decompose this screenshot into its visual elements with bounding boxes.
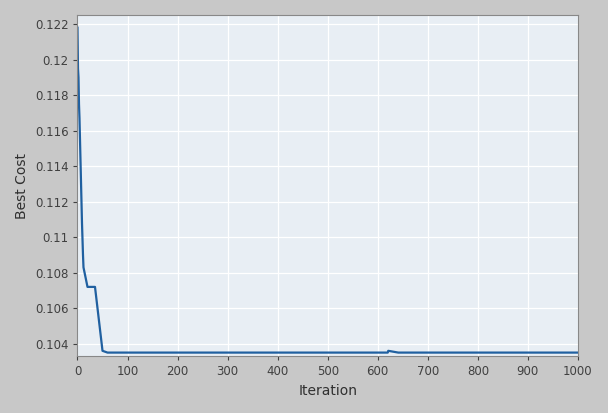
X-axis label: Iteration: Iteration: [298, 384, 357, 398]
Y-axis label: Best Cost: Best Cost: [15, 153, 29, 219]
